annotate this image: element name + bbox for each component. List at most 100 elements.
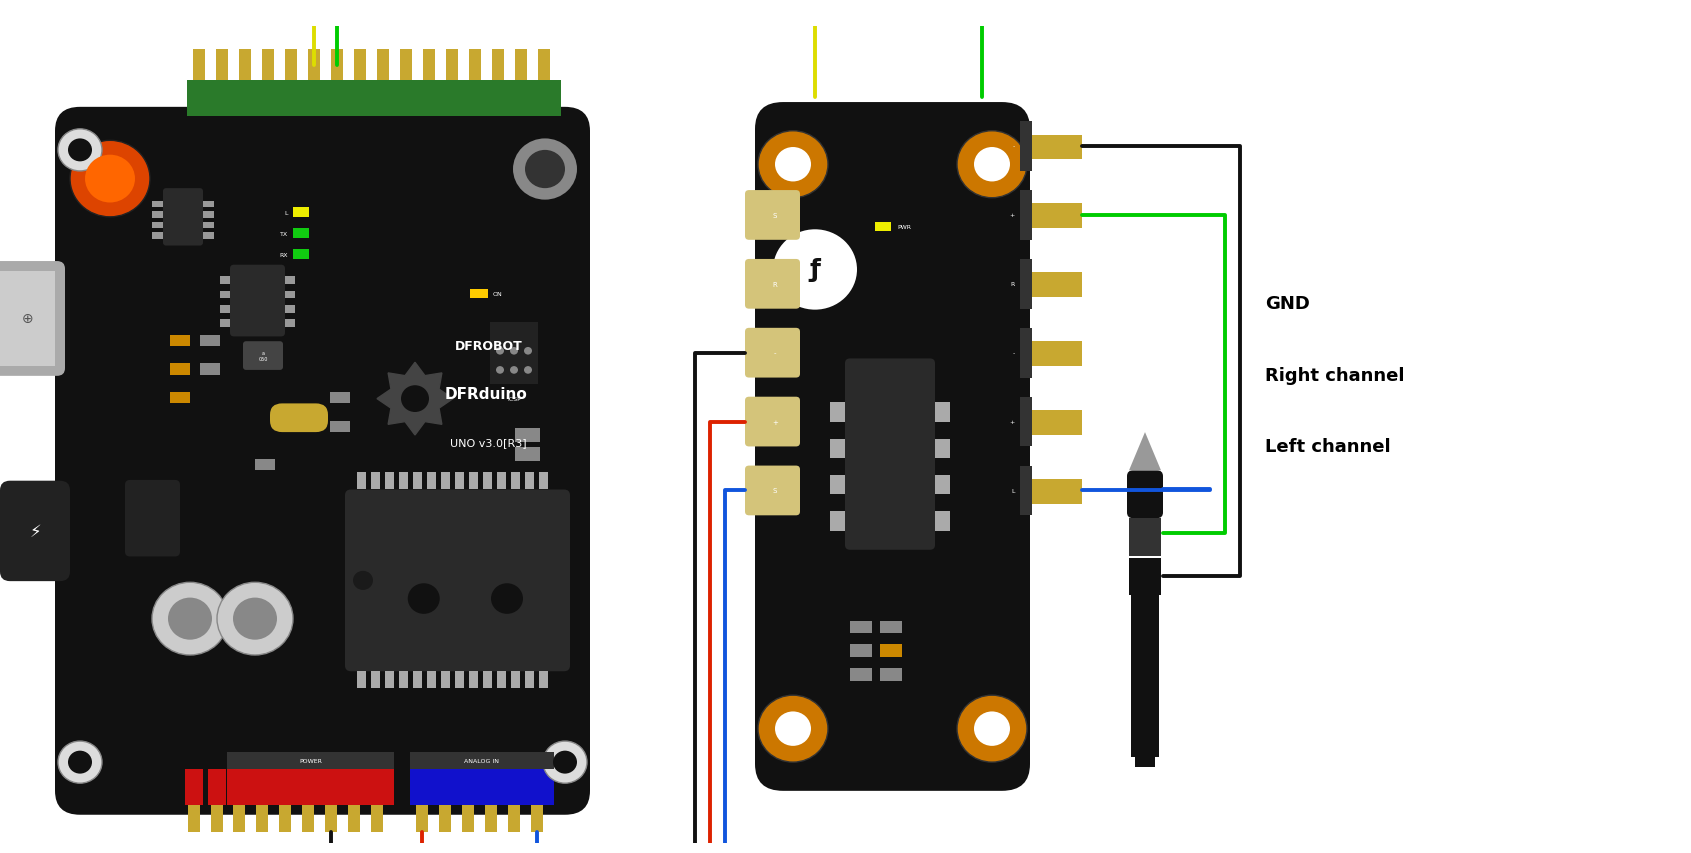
Circle shape (68, 751, 91, 774)
Text: R: R (773, 281, 778, 287)
Bar (531, 805, 543, 832)
Text: Right channel: Right channel (1265, 366, 1405, 384)
Circle shape (543, 741, 587, 783)
Bar (1032, 136, 1082, 160)
Bar (286, 291, 294, 299)
Bar (293, 208, 309, 218)
FancyBboxPatch shape (746, 191, 800, 241)
Bar (286, 305, 294, 313)
Bar (203, 212, 215, 218)
FancyBboxPatch shape (244, 342, 282, 370)
Bar (399, 473, 408, 490)
Bar (308, 50, 320, 81)
Bar (1130, 559, 1162, 595)
Circle shape (957, 131, 1026, 199)
Circle shape (511, 347, 517, 355)
Bar (879, 621, 901, 633)
Text: GND: GND (1265, 294, 1311, 312)
Text: ~11: ~11 (289, 32, 294, 44)
Bar (539, 671, 548, 688)
Bar (220, 305, 230, 313)
Circle shape (553, 751, 577, 774)
Bar (286, 50, 298, 81)
Bar (413, 473, 423, 490)
Bar (255, 460, 276, 471)
Bar (511, 671, 521, 688)
Text: TX 1: TX 1 (519, 31, 524, 44)
Circle shape (167, 598, 211, 640)
Polygon shape (1130, 432, 1162, 471)
Circle shape (57, 741, 101, 783)
Bar (330, 392, 350, 404)
Bar (416, 805, 428, 832)
Bar (409, 769, 555, 805)
Bar (220, 291, 230, 299)
Bar (200, 363, 220, 375)
Bar (357, 671, 365, 688)
Bar (413, 671, 423, 688)
Text: -: - (774, 351, 776, 357)
Text: ~9: ~9 (335, 36, 340, 44)
Bar (188, 805, 200, 832)
Circle shape (512, 139, 577, 200)
Bar (851, 645, 873, 657)
FancyBboxPatch shape (125, 480, 179, 557)
Bar (184, 769, 203, 805)
Bar (331, 50, 343, 81)
FancyBboxPatch shape (0, 481, 69, 582)
Bar (293, 229, 309, 239)
FancyBboxPatch shape (754, 103, 1030, 791)
Bar (1020, 191, 1032, 241)
Text: ~10: ~10 (311, 32, 316, 44)
Circle shape (773, 230, 857, 310)
Circle shape (495, 347, 504, 355)
Circle shape (524, 367, 533, 374)
Bar (830, 403, 846, 422)
Text: IOREF: IOREF (191, 834, 196, 850)
Text: ICSP: ICSP (507, 397, 521, 401)
Bar (220, 320, 230, 328)
FancyBboxPatch shape (746, 466, 800, 516)
Bar (1130, 519, 1162, 557)
FancyBboxPatch shape (746, 328, 800, 378)
Bar (370, 473, 380, 490)
Text: 3V3: 3V3 (282, 834, 287, 844)
Circle shape (233, 598, 277, 640)
Bar (851, 669, 873, 681)
Bar (440, 805, 451, 832)
Circle shape (524, 151, 565, 189)
Text: 12: 12 (265, 37, 271, 44)
Bar (497, 671, 506, 688)
Bar (462, 805, 473, 832)
Bar (1135, 757, 1155, 767)
Bar (1020, 259, 1032, 310)
Bar (485, 805, 497, 832)
Text: RX: RX (279, 252, 287, 258)
Bar (386, 671, 394, 688)
Text: R: R (1011, 282, 1015, 287)
Text: TX: TX (281, 231, 287, 236)
Text: -: - (1013, 144, 1015, 149)
Bar (935, 512, 950, 531)
Bar (353, 50, 365, 81)
Bar (293, 250, 309, 259)
FancyBboxPatch shape (1126, 471, 1163, 519)
Bar (524, 671, 534, 688)
Bar (468, 671, 479, 688)
Text: POWER: POWER (299, 757, 321, 763)
Text: GND: GND (352, 834, 357, 846)
Bar (470, 289, 489, 299)
Text: -: - (1013, 351, 1015, 356)
Text: 4: 4 (450, 41, 455, 44)
FancyBboxPatch shape (230, 265, 286, 337)
Text: GND: GND (220, 30, 225, 44)
Text: VIN: VIN (374, 834, 379, 844)
Text: ON: ON (494, 292, 502, 297)
Text: ~3: ~3 (472, 36, 477, 44)
Bar (203, 223, 215, 229)
Text: RX 0: RX 0 (541, 31, 546, 44)
Bar (851, 621, 873, 633)
Bar (1032, 342, 1082, 367)
Circle shape (69, 141, 150, 218)
Bar (490, 322, 538, 385)
